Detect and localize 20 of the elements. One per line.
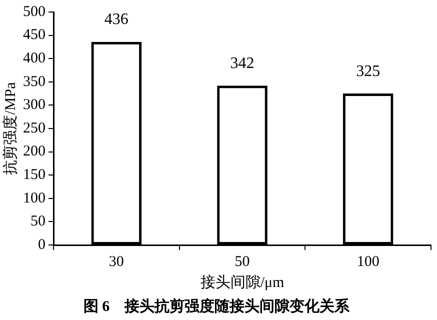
data-label: 325	[356, 62, 380, 80]
y-axis-title: 抗剪强度/MPa	[2, 82, 19, 175]
y-tick-label: 450	[23, 27, 46, 44]
y-tick-label: 300	[23, 97, 46, 114]
y-tick-label: 100	[23, 190, 46, 206]
y-tick-label: 0	[38, 236, 46, 253]
y-tick-label: 50	[30, 214, 46, 230]
y-tick-label: 400	[23, 50, 46, 67]
y-tick-label: 250	[23, 120, 46, 136]
y-tick-label: 150	[23, 167, 46, 184]
text: 图 6 接头抗剪强度随接头间隙变化关系	[83, 296, 351, 315]
x-axis-title: 接头间隙/μm	[200, 274, 285, 291]
x-tick-label: 50	[234, 254, 250, 270]
x-tick-label: 30	[108, 254, 124, 270]
data-label: 342	[230, 54, 254, 72]
data-label: 436	[104, 11, 128, 28]
y-tick-label: 350	[23, 74, 46, 90]
x-tick-label: 100	[356, 254, 380, 270]
y-tick-label: 200	[23, 144, 46, 160]
y-tick-label: 500	[23, 4, 46, 20]
